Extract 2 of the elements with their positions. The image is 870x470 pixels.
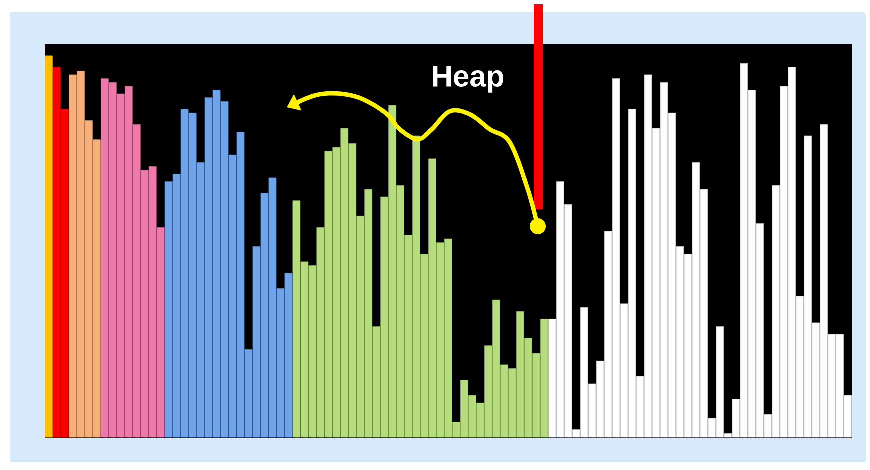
bar	[45, 55, 53, 438]
annotation: Heap	[433, 66, 504, 93]
